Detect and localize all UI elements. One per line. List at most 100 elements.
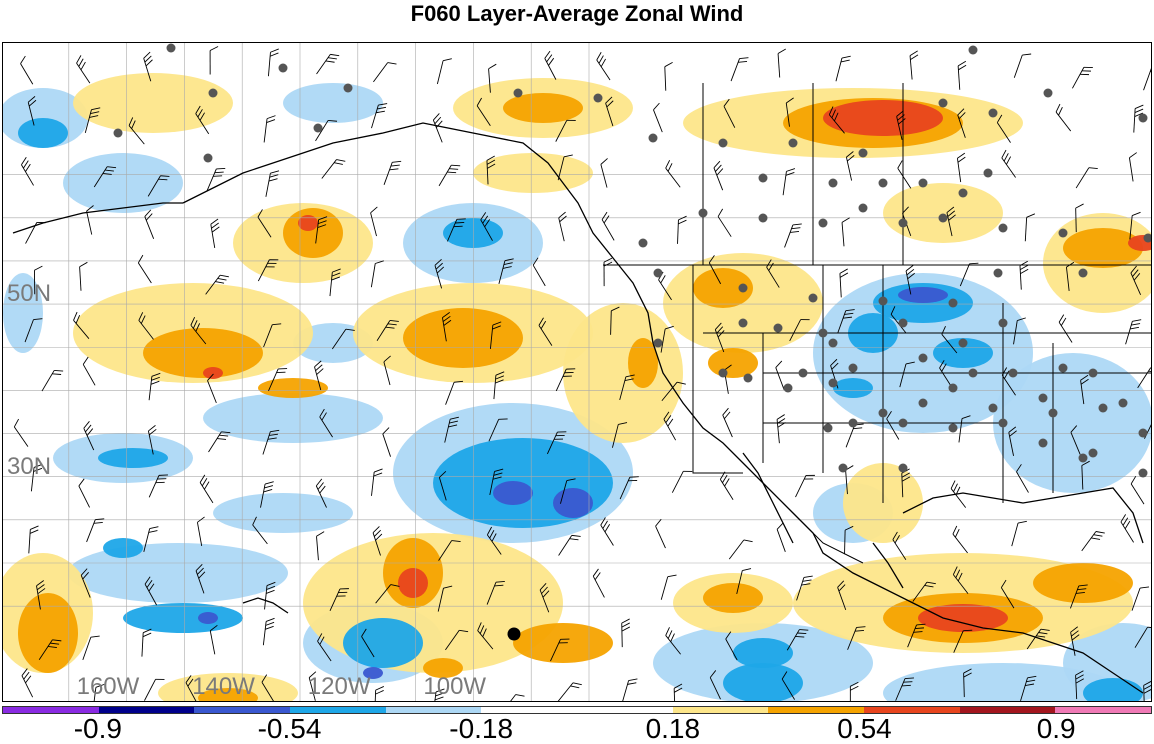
lon-label: 120W	[308, 675, 371, 699]
station-dot	[314, 124, 323, 133]
wind-barb	[87, 516, 105, 545]
wind-barb	[197, 517, 210, 546]
wind-barb	[142, 629, 151, 657]
wind-barb	[599, 517, 621, 545]
station-dot	[899, 219, 908, 228]
station-dot	[739, 284, 748, 293]
wind-barb	[795, 472, 814, 501]
station-dot	[774, 324, 783, 333]
lon-label: 140W	[192, 675, 255, 699]
wind-barb	[264, 115, 275, 144]
station-dot	[639, 239, 648, 248]
wind-barb	[209, 428, 231, 456]
wind-barb	[1057, 315, 1079, 343]
station-dot	[899, 319, 908, 328]
wind-barb	[210, 47, 218, 75]
station-dot	[1039, 439, 1048, 448]
station-dot	[1079, 454, 1088, 463]
wind-barb	[778, 49, 788, 77]
wind-barb	[143, 210, 161, 239]
station-dot	[879, 297, 888, 306]
wind-barb	[1129, 476, 1151, 504]
station-dot	[344, 84, 353, 93]
station-dot	[999, 319, 1008, 328]
station-dot	[949, 384, 958, 393]
wind-barb	[322, 156, 345, 183]
station-dot	[209, 89, 218, 98]
wind-barb	[12, 419, 35, 447]
station-dot	[839, 464, 848, 473]
wind-barb	[77, 479, 97, 508]
wind-barb	[600, 212, 621, 240]
station-dot	[919, 179, 928, 188]
wind-barb	[18, 56, 39, 84]
station-dot	[759, 214, 768, 223]
wind-barb	[543, 51, 563, 80]
colorbar-tick-label: -0.9	[74, 714, 122, 743]
station-dot	[654, 269, 663, 278]
wind-barb	[729, 537, 752, 564]
station-dot	[1139, 114, 1148, 123]
station-dot	[514, 89, 523, 98]
station-dot	[919, 354, 928, 363]
station-dot	[204, 154, 213, 163]
station-dot	[819, 329, 828, 338]
wind-barb	[266, 169, 279, 198]
station-dot	[999, 419, 1008, 428]
wind-barb	[1119, 514, 1141, 542]
station-dot	[994, 269, 1003, 278]
wind-barb	[652, 103, 670, 132]
station-dot	[649, 134, 658, 143]
station-dot	[989, 109, 998, 118]
station-dot	[1039, 394, 1048, 403]
station-dot	[1044, 89, 1053, 98]
wind-barb	[375, 686, 384, 702]
wind-barb	[263, 617, 274, 646]
station-dot	[959, 189, 968, 198]
colorbar-tick-label: 0.9	[1037, 714, 1076, 743]
wind-barb	[317, 51, 340, 79]
wind-barb	[558, 212, 572, 241]
wind-barb	[1072, 64, 1092, 92]
station-dot	[859, 204, 868, 213]
station-dot	[1059, 364, 1068, 373]
colorbar-tick-label: 0.18	[646, 714, 701, 743]
colorbar-tick-label: -0.54	[258, 714, 322, 743]
wind-barb	[785, 221, 802, 250]
highlight-point	[508, 628, 521, 641]
wind-barb	[1082, 528, 1105, 555]
station-dot	[809, 294, 818, 303]
station-dot	[824, 424, 833, 433]
station-dot	[849, 419, 858, 428]
lon-label: 160W	[77, 675, 140, 699]
station-dot	[799, 369, 808, 378]
station-dot	[719, 369, 728, 378]
station-dot	[999, 224, 1008, 233]
wind-barb	[1014, 51, 1031, 80]
wind-barb	[439, 162, 460, 190]
wind-barb	[672, 468, 692, 497]
wind-barb	[19, 157, 40, 185]
wind-barb	[842, 218, 852, 247]
station-dot	[879, 409, 888, 418]
station-dot	[1119, 399, 1128, 408]
station-dot	[969, 369, 978, 378]
station-dot	[719, 139, 728, 148]
wind-barb	[42, 367, 63, 395]
station-dot	[594, 94, 603, 103]
colorbar-tick-label: -0.18	[449, 714, 513, 743]
wind-barb	[600, 158, 615, 187]
wind-barb	[712, 161, 730, 190]
wind-barb	[958, 61, 968, 89]
station-dot	[759, 174, 768, 183]
wind-barb	[1129, 153, 1141, 182]
colorbar	[2, 706, 1152, 714]
wind-barb	[20, 669, 40, 698]
station-dot	[739, 319, 748, 328]
station-dot	[114, 129, 123, 138]
wind-barb	[663, 160, 686, 187]
wind-barb	[79, 262, 89, 290]
wind-barb	[384, 159, 401, 188]
